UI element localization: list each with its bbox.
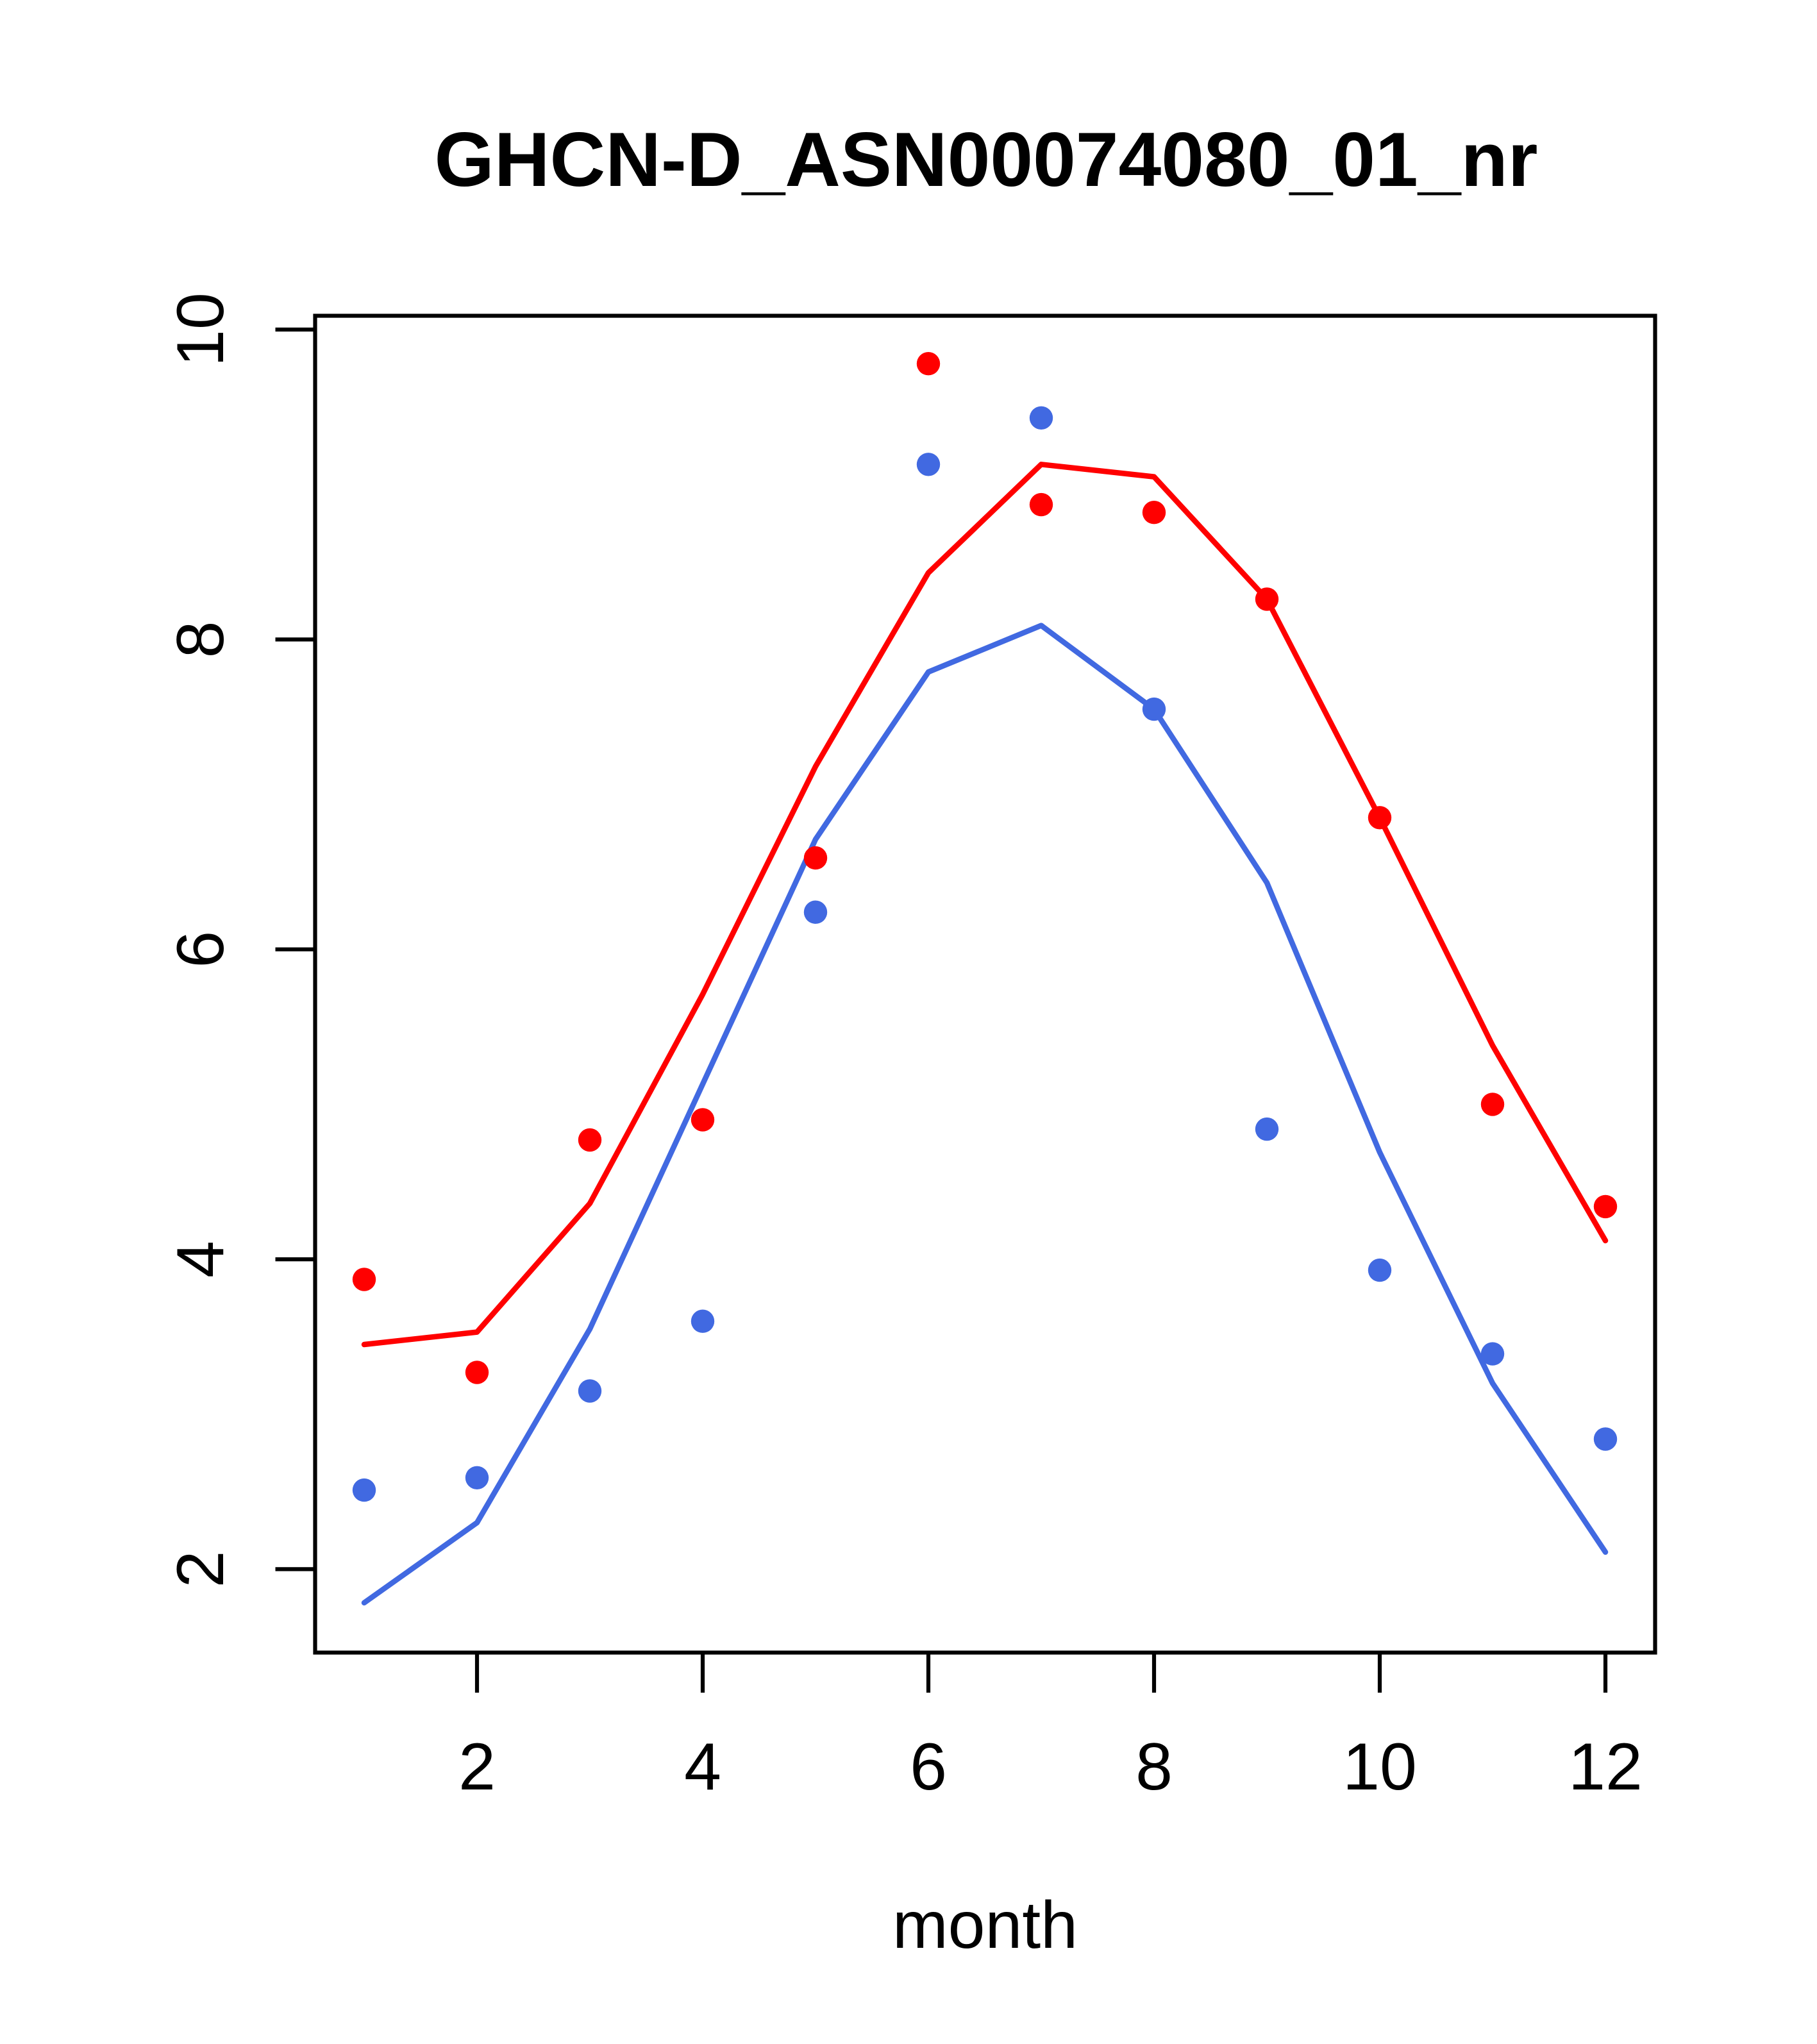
svg-text:2: 2 xyxy=(163,1550,238,1587)
svg-text:10: 10 xyxy=(163,292,238,367)
svg-text:4: 4 xyxy=(684,1730,721,1804)
svg-text:8: 8 xyxy=(1135,1730,1173,1804)
svg-text:4: 4 xyxy=(163,1241,238,1278)
svg-text:GHCN-D_ASN00074080_01_nr: GHCN-D_ASN00074080_01_nr xyxy=(435,117,1538,203)
svg-text:6: 6 xyxy=(910,1730,947,1804)
svg-text:12: 12 xyxy=(1568,1730,1643,1804)
svg-text:6: 6 xyxy=(163,931,238,968)
svg-text:10: 10 xyxy=(1343,1730,1417,1804)
svg-text:month: month xyxy=(892,1888,1078,1963)
svg-text:8: 8 xyxy=(163,621,238,658)
svg-text:2: 2 xyxy=(458,1730,496,1804)
